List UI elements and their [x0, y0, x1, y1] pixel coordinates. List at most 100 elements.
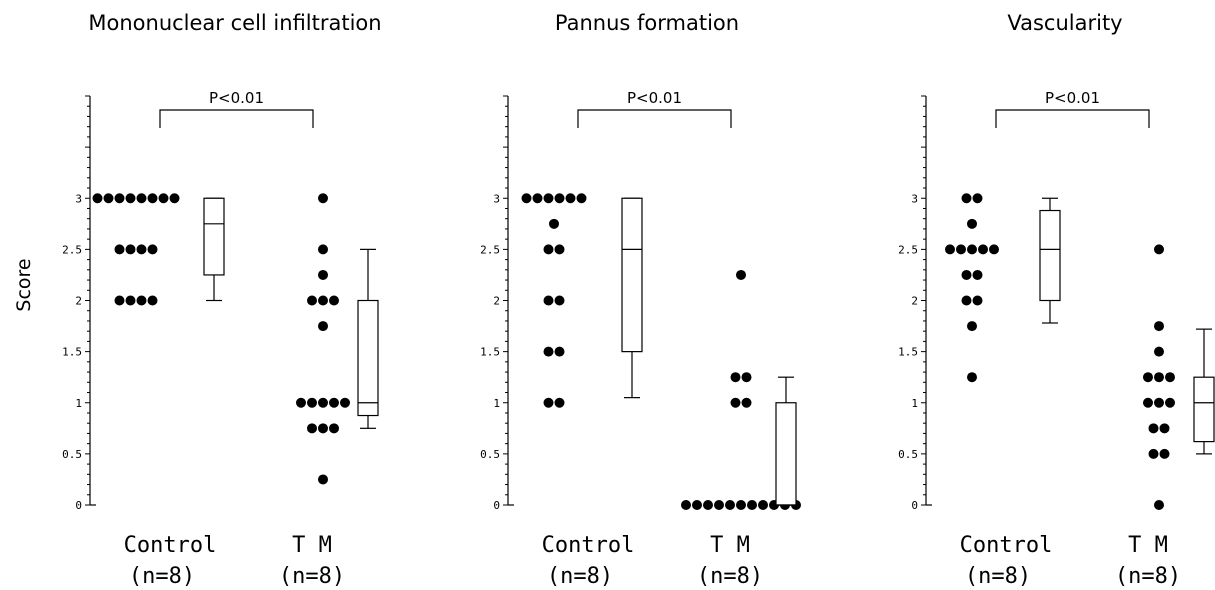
boxplot [621, 197, 643, 399]
category-n-label: (n=8) [697, 564, 763, 589]
data-point [961, 269, 972, 280]
category-label: T M [292, 533, 332, 558]
data-point [972, 193, 983, 204]
data-point [147, 244, 158, 255]
data-point [1148, 448, 1159, 459]
data-point [736, 269, 746, 280]
data-point [1154, 244, 1164, 255]
boxplot [1193, 328, 1215, 455]
data-point [554, 346, 565, 357]
tick-label: 0 [911, 499, 918, 512]
data-point [158, 193, 169, 204]
data-point [972, 269, 983, 280]
category-n-label: (n=8) [279, 564, 345, 589]
data-point [978, 244, 988, 255]
category-n-label: (n=8) [129, 564, 195, 589]
data-point [329, 423, 339, 434]
data-point [329, 397, 339, 408]
data-point [318, 397, 328, 408]
data-point [692, 500, 702, 510]
tick-label: 1 [493, 397, 500, 410]
category-n-label: (n=8) [965, 564, 1031, 589]
category-label: Control [124, 533, 217, 558]
data-point [1143, 372, 1153, 383]
data-point [758, 500, 768, 510]
data-point [296, 397, 306, 408]
data-point [147, 193, 158, 204]
panels: Mononuclear cell infiltration 0 0.5 1 1.5 2 2.… [62, 11, 1215, 589]
data-point [318, 193, 328, 204]
tick-label: 0.5 [480, 448, 500, 461]
data-point [521, 193, 532, 204]
significance-label: P<0.01 [627, 89, 682, 107]
data-point [730, 397, 741, 408]
tick-label: 2.5 [62, 243, 82, 256]
box-iqr [1193, 376, 1215, 443]
box-iqr [203, 197, 225, 276]
data-point [989, 244, 999, 255]
box-iqr [1039, 209, 1061, 302]
data-point [136, 244, 147, 255]
data-point [318, 295, 328, 306]
data-point [318, 269, 328, 280]
significance-bracket [995, 109, 1150, 128]
data-point [543, 346, 554, 357]
box-iqr [775, 402, 797, 506]
boxplot [775, 376, 797, 506]
data-point [956, 244, 966, 255]
significance-bracket [577, 109, 732, 128]
data-point [340, 397, 350, 408]
boxplot [203, 197, 225, 302]
data-point [703, 500, 713, 510]
data-point [1154, 397, 1164, 408]
data-point [554, 295, 565, 306]
significance-label: P<0.01 [1045, 89, 1100, 107]
data-point [1165, 397, 1175, 408]
data-point [741, 397, 752, 408]
panel-1: Mononuclear cell infiltration 0 0.5 1 1.5 2 2.… [62, 11, 381, 589]
data-point [329, 295, 339, 306]
tick-label: 3 [75, 192, 82, 205]
data-point [681, 500, 691, 510]
tick-label: 1.5 [898, 346, 918, 359]
category-n-label: (n=8) [547, 564, 613, 589]
tick-label: 2.5 [480, 243, 500, 256]
tick-label: 1 [911, 397, 918, 410]
data-point [730, 372, 741, 383]
data-point [532, 193, 543, 204]
data-point [967, 321, 977, 332]
boxplot [357, 248, 379, 429]
tick-label: 0.5 [62, 448, 82, 461]
data-point [565, 193, 576, 204]
data-point [169, 193, 180, 204]
data-point [125, 244, 136, 255]
tick-label: 3 [493, 192, 500, 205]
data-point [961, 193, 972, 204]
category-label: Control [542, 533, 635, 558]
box-iqr [357, 299, 379, 417]
data-point [972, 295, 983, 306]
data-point [147, 295, 158, 306]
data-point [714, 500, 724, 510]
data-point [1159, 423, 1170, 434]
panel-title: Vascularity [1007, 11, 1122, 35]
data-point [318, 474, 328, 485]
data-point [318, 244, 328, 255]
category-n-label: (n=8) [1115, 564, 1181, 589]
data-point [114, 244, 125, 255]
tick-label: 2 [493, 295, 500, 308]
category-label: T M [710, 533, 750, 558]
data-point [318, 321, 328, 332]
data-point [967, 372, 977, 383]
data-point [747, 500, 757, 510]
data-point [549, 218, 559, 229]
data-point [741, 372, 752, 383]
data-point [543, 193, 554, 204]
data-point [136, 295, 147, 306]
data-point [945, 244, 955, 255]
data-point [307, 295, 317, 306]
data-point [1154, 500, 1164, 510]
data-point [554, 397, 565, 408]
tick-label: 0 [75, 499, 82, 512]
